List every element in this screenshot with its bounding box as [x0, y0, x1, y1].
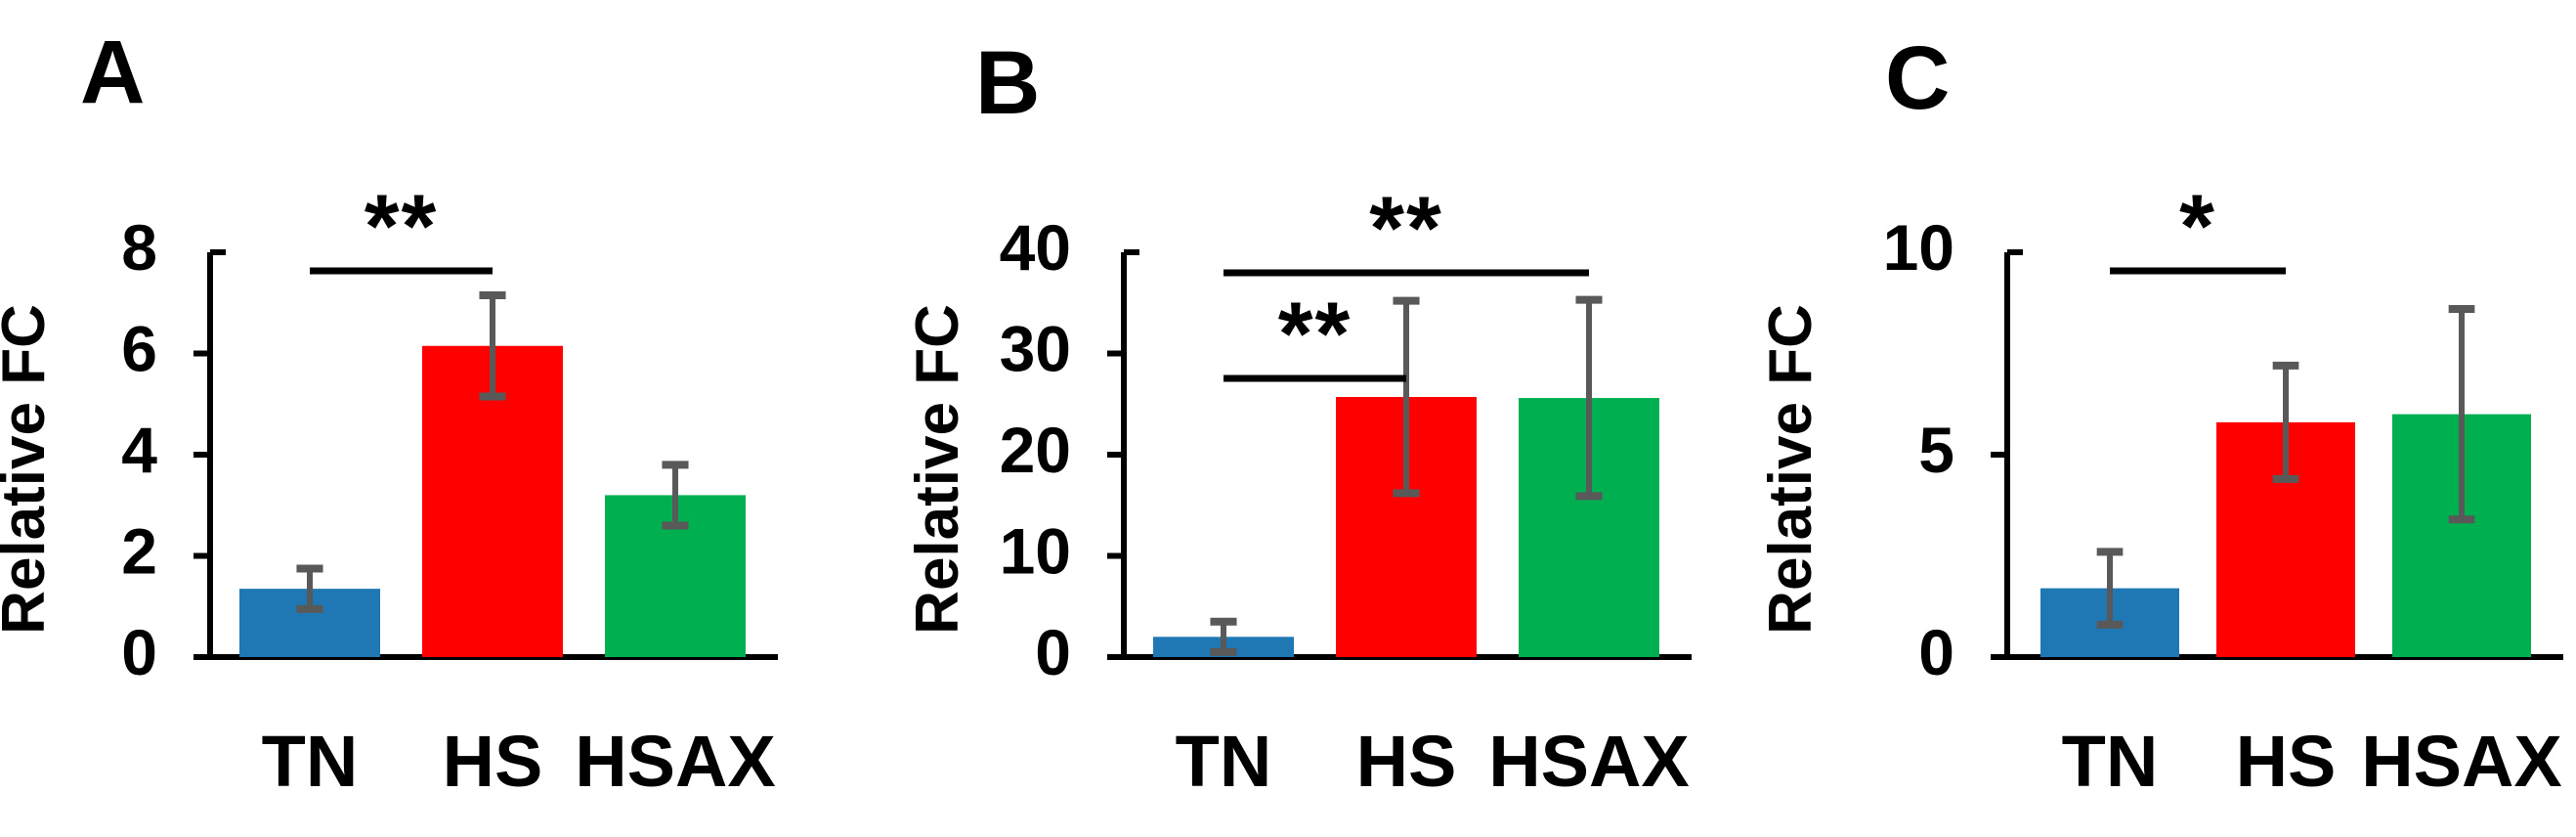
- svg-text:Relative FC: Relative FC: [0, 304, 58, 635]
- svg-text:Relative FC: Relative FC: [1757, 304, 1825, 635]
- svg-text:**: **: [365, 177, 439, 277]
- svg-text:A: A: [80, 22, 145, 122]
- svg-text:*: *: [2179, 177, 2216, 277]
- svg-text:10: 10: [1883, 211, 1954, 284]
- svg-text:4: 4: [121, 414, 157, 486]
- svg-text:C: C: [1885, 28, 1950, 128]
- svg-text:6: 6: [121, 313, 157, 385]
- svg-text:HSAX: HSAX: [2361, 721, 2562, 802]
- svg-text:HSAX: HSAX: [575, 721, 776, 802]
- svg-text:20: 20: [1000, 414, 1071, 486]
- svg-text:B: B: [975, 33, 1040, 133]
- svg-text:0: 0: [1035, 616, 1071, 688]
- svg-text:HSAX: HSAX: [1488, 721, 1690, 802]
- svg-text:30: 30: [1000, 313, 1071, 385]
- svg-text:TN: TN: [262, 721, 359, 802]
- svg-text:10: 10: [1000, 515, 1071, 588]
- svg-text:HS: HS: [1356, 721, 1457, 802]
- svg-text:0: 0: [1918, 616, 1954, 688]
- svg-text:8: 8: [121, 211, 157, 284]
- svg-text:0: 0: [121, 616, 157, 688]
- svg-text:5: 5: [1918, 414, 1954, 486]
- svg-text:HS: HS: [2236, 721, 2337, 802]
- svg-text:40: 40: [1000, 211, 1071, 284]
- svg-text:TN: TN: [1176, 721, 1272, 802]
- svg-text:**: **: [1369, 179, 1443, 279]
- svg-text:**: **: [1278, 285, 1352, 384]
- svg-text:TN: TN: [2062, 721, 2159, 802]
- svg-text:2: 2: [121, 515, 157, 588]
- svg-text:Relative FC: Relative FC: [914, 304, 971, 635]
- svg-text:HS: HS: [443, 721, 543, 802]
